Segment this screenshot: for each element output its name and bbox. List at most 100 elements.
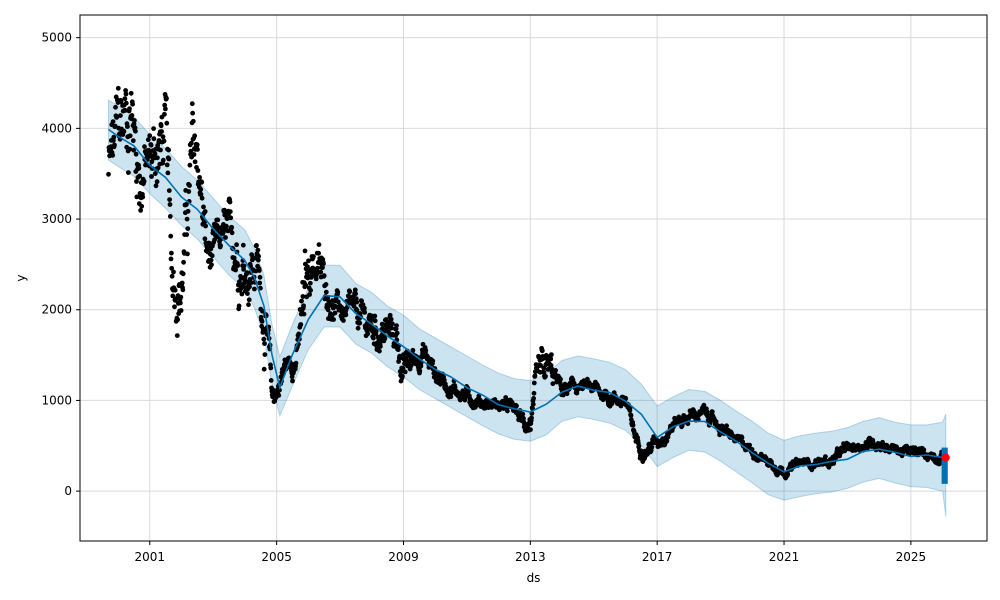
observed-point [298, 322, 304, 327]
observed-point [529, 415, 534, 421]
observed-point [739, 435, 745, 440]
observed-point [937, 461, 942, 466]
observed-point [192, 159, 198, 165]
observed-point [397, 355, 403, 361]
observed-point [921, 447, 927, 453]
observed-point [505, 408, 510, 414]
observed-point [185, 208, 191, 214]
observed-point [154, 179, 160, 185]
forecast-tail-block [941, 447, 948, 484]
observed-point [543, 373, 548, 379]
observed-point [262, 352, 268, 357]
observed-point [229, 230, 235, 236]
observed-point [541, 370, 547, 375]
observed-point [261, 366, 267, 372]
plot-frame [79, 14, 988, 542]
observed-point [352, 287, 358, 293]
observed-point [306, 258, 311, 264]
observed-point [321, 273, 327, 279]
observed-point [255, 257, 261, 263]
observed-point [231, 255, 237, 261]
observed-point [201, 204, 206, 210]
observed-point [359, 298, 364, 304]
observed-point [354, 299, 360, 305]
observed-point [160, 157, 166, 163]
observed-point [190, 110, 196, 116]
observed-point [123, 91, 129, 97]
x-tick-label: 2013 [515, 550, 546, 564]
observed-point [132, 118, 137, 123]
observed-point [402, 369, 408, 375]
observed-point [372, 313, 378, 319]
observed-point [148, 142, 154, 148]
observed-point [149, 159, 155, 165]
observed-point [186, 189, 192, 194]
observed-point [259, 319, 265, 324]
observed-point [417, 368, 423, 374]
observed-point [199, 179, 205, 185]
observed-point [142, 144, 147, 150]
observed-point [136, 165, 142, 171]
observed-point [168, 233, 174, 239]
observed-point [106, 171, 111, 177]
observed-point [400, 373, 405, 379]
observed-point [389, 325, 394, 331]
observed-point [218, 243, 224, 249]
observed-point [372, 318, 378, 324]
observed-point [188, 148, 194, 154]
observed-point [521, 416, 526, 421]
observed-point [195, 147, 200, 152]
observed-point [293, 360, 299, 366]
y-tick-label: 5000 [41, 31, 72, 45]
observed-point [378, 344, 383, 349]
observed-point [664, 438, 670, 444]
observed-point [162, 102, 168, 108]
observed-point [178, 308, 184, 313]
observed-point [191, 152, 197, 157]
observed-point [222, 207, 227, 213]
observed-point [785, 472, 791, 477]
observed-point [223, 235, 228, 240]
observed-point [354, 307, 360, 313]
observed-point [423, 348, 429, 353]
observed-point [331, 317, 336, 322]
observed-point [256, 253, 261, 259]
observed-point [549, 352, 554, 357]
observed-point [149, 174, 154, 179]
observed-point [130, 138, 136, 144]
observed-point [362, 310, 368, 315]
forecast-tail [941, 447, 948, 484]
observed-point [166, 147, 172, 153]
observed-point [308, 287, 313, 293]
observed-point [112, 123, 118, 129]
observed-point [318, 269, 324, 275]
observed-point [520, 411, 526, 417]
observed-point [127, 106, 132, 112]
x-tick-label: 2005 [261, 550, 292, 564]
observed-point [133, 151, 139, 157]
observed-point [394, 330, 400, 336]
y-axis-ticks: 0 1000 2000 3000 4000 5000 [41, 31, 80, 498]
observed-point [290, 378, 295, 384]
observed-point [178, 294, 184, 300]
observed-point [158, 123, 164, 129]
observed-point [357, 320, 363, 326]
observed-point [254, 243, 259, 248]
observed-point [392, 342, 398, 347]
observed-point [244, 270, 250, 276]
x-tick-label: 2009 [388, 550, 419, 564]
observed-point [209, 253, 215, 259]
highlight-point-layer [941, 453, 950, 462]
observed-point [246, 297, 252, 303]
observed-point [550, 381, 556, 387]
observed-point [823, 454, 828, 459]
observed-point [112, 142, 117, 148]
observed-point [160, 134, 166, 140]
y-tick-label: 1000 [41, 393, 72, 407]
observed-point [514, 403, 519, 409]
observed-point [111, 134, 117, 140]
observed-point [224, 224, 229, 230]
observed-point [301, 303, 306, 309]
observed-point [110, 152, 116, 158]
x-tick-label: 2017 [642, 550, 673, 564]
